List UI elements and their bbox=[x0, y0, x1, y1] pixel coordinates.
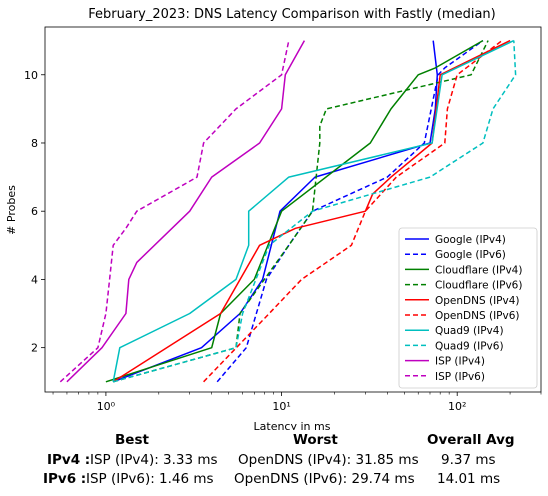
series-line-cloudflare-ipv6 bbox=[112, 40, 489, 383]
legend-label: Google (IPv6) bbox=[435, 249, 506, 261]
x-tick-label: 10⁰ bbox=[97, 400, 116, 413]
series-line-isp-ipv6 bbox=[59, 40, 290, 383]
series-line-google-ipv6 bbox=[216, 39, 484, 383]
chart-title: February_2023: DNS Latency Comparison wi… bbox=[88, 7, 495, 22]
summary-header-avg: Overall Avg bbox=[427, 432, 515, 448]
summary-row-ipv4-avg: 9.37 ms bbox=[441, 452, 496, 468]
legend-label: Quad9 (IPv4) bbox=[435, 325, 504, 337]
series-line-cloudflare-ipv4 bbox=[105, 39, 484, 383]
y-tick-label: 6 bbox=[31, 205, 38, 218]
y-tick-label: 4 bbox=[31, 273, 38, 286]
legend-label: OpenDNS (IPv6) bbox=[435, 310, 520, 322]
summary-row-ipv6-label: IPv6 : bbox=[43, 471, 87, 487]
legend-label: Google (IPv4) bbox=[435, 234, 506, 246]
series-line-opendns-ipv4 bbox=[112, 39, 511, 383]
series-line-opendns-ipv6 bbox=[203, 40, 503, 383]
y-tick-label: 8 bbox=[31, 137, 38, 150]
chart-legend: Google (IPv4) Google (IPv6) Cloudflare (IP… bbox=[398, 227, 538, 389]
y-tick-label: 2 bbox=[31, 342, 38, 355]
legend-label: ISP (IPv6) bbox=[435, 371, 485, 383]
legend-label: Quad9 (IPv6) bbox=[435, 340, 504, 352]
series-line-google-ipv4 bbox=[112, 40, 439, 383]
axes: 10⁰ 10¹ 10² 2 4 6 8 10 bbox=[24, 69, 542, 413]
summary-row-ipv4-worst: OpenDNS (IPv4): 31.85 ms bbox=[238, 452, 419, 468]
legend-label: Cloudflare (IPv4) bbox=[435, 264, 522, 276]
legend-label: OpenDNS (IPv4) bbox=[435, 295, 520, 307]
summary-row-ipv4-best: ISP (IPv4): 3.33 ms bbox=[90, 452, 218, 468]
summary-row-ipv6-best: ISP (IPv6): 1.46 ms bbox=[86, 471, 214, 487]
x-tick-label: 10¹ bbox=[272, 400, 290, 413]
legend-box bbox=[398, 227, 538, 389]
latency-chart: February_2023: DNS Latency Comparison wi… bbox=[5, 7, 542, 430]
y-tick-label: 10 bbox=[24, 69, 38, 82]
summary-row-ipv4-label: IPv4 : bbox=[47, 452, 91, 468]
summary-row-ipv6-avg: 14.01 ms bbox=[437, 471, 501, 487]
y-axis-label: # Probes bbox=[5, 185, 18, 235]
legend-label: Cloudflare (IPv6) bbox=[435, 280, 522, 292]
summary-row-ipv6-worst: OpenDNS (IPv6): 29.74 ms bbox=[234, 471, 415, 487]
x-tick-label: 10² bbox=[448, 400, 466, 413]
series-line-isp-ipv4 bbox=[66, 40, 306, 383]
summary-header-worst: Worst bbox=[293, 432, 338, 448]
plot-area bbox=[59, 39, 517, 383]
summary-header-best: Best bbox=[115, 432, 149, 448]
series-line-quad9-ipv4 bbox=[112, 39, 515, 382]
x-axis-label: Latency in ms bbox=[254, 420, 331, 430]
legend-label: ISP (IPv4) bbox=[435, 356, 485, 368]
plot-frame bbox=[44, 26, 542, 393]
series-line-quad9-ipv6 bbox=[112, 40, 517, 383]
